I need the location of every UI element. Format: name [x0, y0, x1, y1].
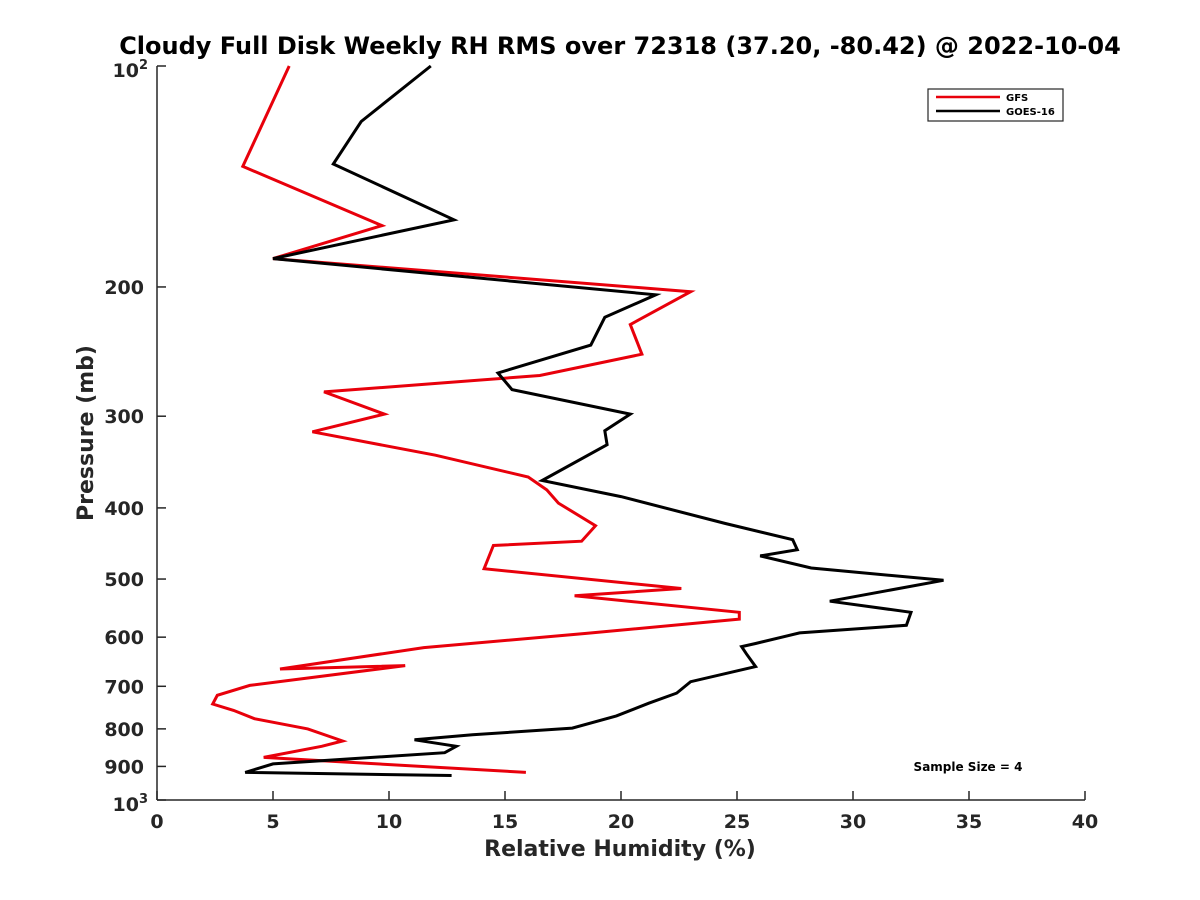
x-tick-label: 15	[492, 811, 518, 833]
y-tick-label: 200	[104, 277, 144, 299]
x-tick-label: 35	[956, 811, 982, 833]
x-tick-label: 20	[608, 811, 634, 833]
y-tick-label: 500	[104, 569, 144, 591]
legend: GFS GOES-16	[927, 88, 1064, 122]
legend-label-goes16: GOES-16	[1006, 107, 1055, 118]
sample-size-annotation: Sample Size = 4	[914, 760, 1023, 774]
series-line-gfs	[210, 65, 741, 774]
y-tick-label: 700	[104, 676, 144, 698]
x-tick-label: 5	[266, 811, 279, 833]
y-axis-label: Pressure (mb)	[74, 345, 99, 521]
y-tick-top-exp: 2	[139, 58, 148, 73]
y-tick-label-top: 102	[113, 58, 149, 82]
y-axis-ticks: 200 300 400 500 600 700 800 900	[104, 65, 166, 801]
y-tick-label: 400	[104, 498, 144, 520]
y-tick-bottom-base: 10	[113, 794, 139, 816]
y-tick-label: 800	[104, 719, 144, 741]
x-axis-ticks: 0 5 10 15 20 25 30 35 40	[150, 791, 1098, 833]
y-tick-top-base: 10	[113, 60, 139, 82]
legend-box	[927, 88, 1064, 122]
y-tick-label: 300	[104, 406, 144, 428]
y-tick-label: 900	[104, 756, 144, 778]
x-tick-label: 30	[840, 811, 866, 833]
x-tick-label: 25	[724, 811, 750, 833]
y-tick-label: 600	[104, 627, 144, 649]
y-tick-label-bottom: 103	[113, 792, 149, 816]
series-line-goes16	[244, 64, 944, 777]
series-layer	[210, 64, 944, 777]
x-tick-label: 40	[1072, 811, 1098, 833]
y-tick-bottom-exp: 3	[139, 792, 148, 807]
legend-label-gfs: GFS	[1006, 93, 1028, 104]
x-axis-label: Relative Humidity (%)	[484, 837, 756, 862]
x-tick-label: 10	[376, 811, 402, 833]
x-tick-label: 0	[150, 811, 163, 833]
chart-title: Cloudy Full Disk Weekly RH RMS over 7231…	[119, 32, 1121, 60]
